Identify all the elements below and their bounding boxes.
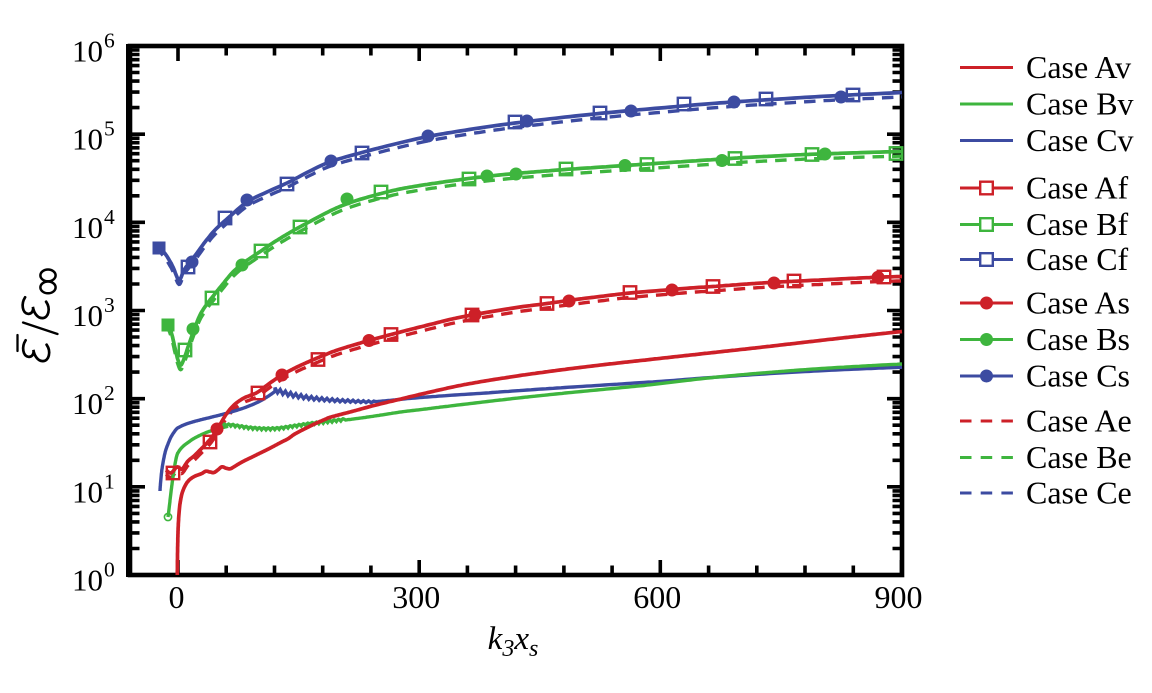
svg-text:4: 4 [104, 205, 115, 229]
svg-text:600: 600 [633, 579, 681, 615]
svg-text:6: 6 [104, 29, 115, 53]
svg-text:5: 5 [104, 117, 115, 141]
svg-text:Case Bf: Case Bf [1026, 206, 1129, 242]
svg-text:Case Af: Case Af [1026, 170, 1129, 206]
svg-text:Case Cf: Case Cf [1026, 241, 1129, 277]
svg-text:2: 2 [104, 381, 115, 405]
svg-text:Case Ae: Case Ae [1026, 403, 1132, 439]
svg-text:Case Ce: Case Ce [1026, 475, 1132, 511]
svg-text:10: 10 [72, 386, 103, 421]
svg-text:3: 3 [104, 293, 115, 317]
svg-text:10: 10 [72, 298, 103, 333]
svg-text:10: 10 [72, 34, 103, 69]
svg-text:1: 1 [104, 469, 115, 493]
svg-text:10: 10 [72, 210, 103, 245]
svg-text:300: 300 [392, 579, 440, 615]
svg-text:900: 900 [875, 579, 923, 615]
svg-text:Case Cs: Case Cs [1026, 358, 1130, 394]
svg-text:Case Av: Case Av [1026, 49, 1131, 85]
svg-text:Case Cv: Case Cv [1026, 122, 1134, 158]
svg-text:0: 0 [104, 558, 115, 582]
svg-text:10: 10 [72, 563, 103, 598]
svg-text:10: 10 [72, 474, 103, 509]
svg-text:Case Bv: Case Bv [1026, 86, 1134, 122]
svg-text:10: 10 [72, 122, 103, 157]
svg-text:Case Be: Case Be [1026, 439, 1132, 475]
svg-text:Case Bs: Case Bs [1026, 321, 1130, 357]
svg-text:Case As: Case As [1026, 285, 1130, 321]
svg-text:0: 0 [169, 579, 185, 615]
